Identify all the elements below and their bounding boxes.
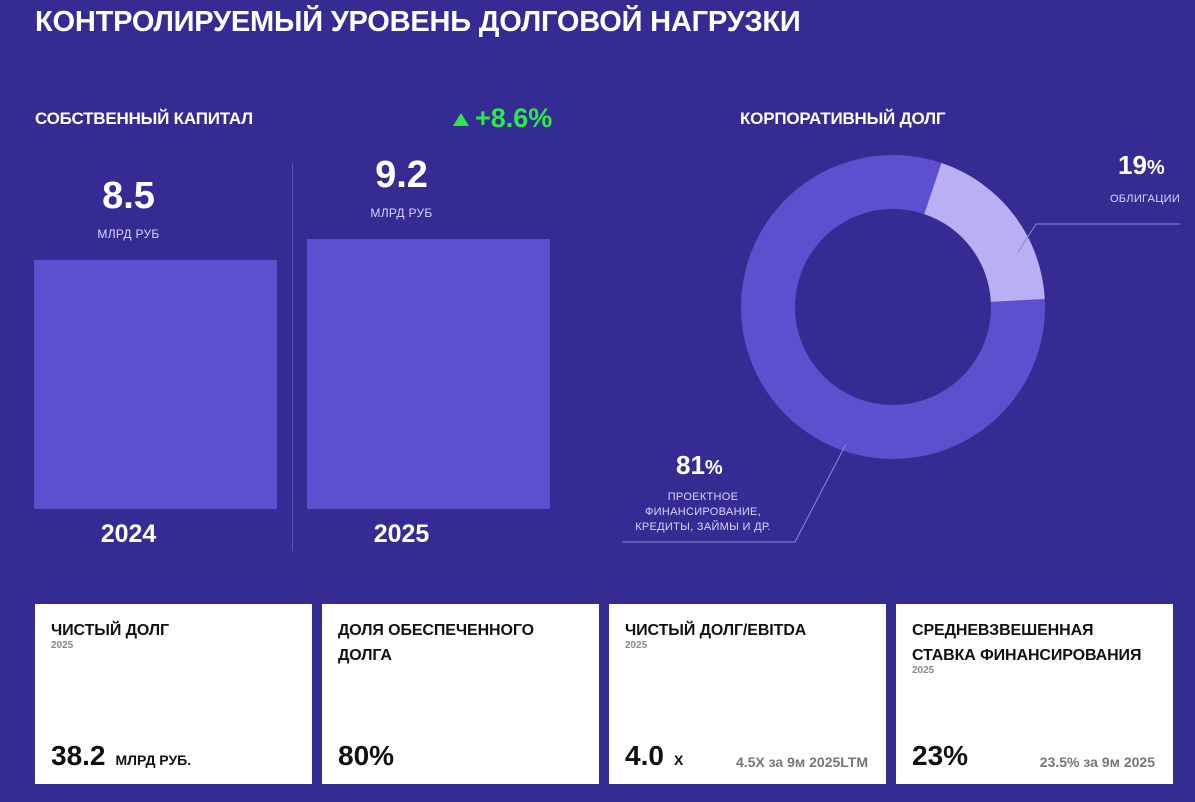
- bar-2024: [34, 260, 277, 509]
- card-aside: 4.5Х за 9м 2025LTM: [735, 754, 868, 770]
- card-year: 2025: [51, 640, 74, 651]
- bonds-label: ОБЛИГАЦИИ: [1109, 193, 1181, 205]
- card-title-line2: СТАВКА ФИНАНСИРОВАНИЯ: [912, 647, 1142, 664]
- page-title: КОНТРОЛИРУЕМЫЙ УРОВЕНЬ ДОЛГОВОЙ НАГРУЗКИ: [35, 6, 801, 38]
- card-title: ЧИСТЫЙ ДОЛГ: [51, 622, 169, 639]
- up-triangle-icon: [453, 113, 469, 126]
- card-net-debt: ЧИСТЫЙ ДОЛГ 2025 38.2 МЛРД РУБ.: [35, 604, 312, 784]
- bar-unit-2024: МЛРД РУБ: [97, 227, 160, 241]
- bar-unit-2025: МЛРД РУБ: [370, 206, 433, 220]
- card-weighted-rate: СРЕДНЕВЗВЕШЕННАЯ СТАВКА ФИНАНСИРОВАНИЯ 2…: [896, 604, 1173, 784]
- equity-label: СОБСТВЕННЫЙ КАПИТАЛ: [35, 109, 253, 128]
- card-value: 80%: [338, 740, 395, 771]
- bar-2025: [307, 239, 550, 509]
- bar-value-2025: 9.2: [375, 154, 428, 196]
- donut-chart: [622, 155, 1180, 543]
- growth-indicator: +8.6%: [453, 103, 552, 134]
- donut-segment-loans: [741, 155, 1045, 459]
- bar-year-2025: 2025: [373, 520, 430, 548]
- bar-value-2024: 8.5: [102, 175, 155, 217]
- card-aside: 23.5% за 9м 2025: [1039, 754, 1155, 770]
- loans-pct: 81%: [676, 450, 723, 480]
- bar-year-2024: 2024: [100, 520, 157, 548]
- card-title: СРЕДНЕВЗВЕШЕННАЯ: [912, 622, 1094, 639]
- bonds-pct: 19%: [1118, 150, 1165, 180]
- card-value: 38.2 МЛРД РУБ.: [51, 740, 192, 771]
- bar-divider: [292, 163, 293, 551]
- card-year: 2025: [912, 665, 935, 676]
- leader-line-bonds: [1017, 223, 1180, 253]
- donut-segment-bonds: [924, 162, 1045, 302]
- card-title: ДОЛЯ ОБЕСПЕЧЕННОГО: [338, 622, 534, 639]
- leader-line-loans: [622, 443, 847, 543]
- card-title: ЧИСТЫЙ ДОЛГ/EBITDA: [625, 622, 807, 639]
- card-secured-debt: ДОЛЯ ОБЕСПЕЧЕННОГО ДОЛГА 80%: [322, 604, 599, 784]
- card-value: 4.0 Х: [625, 740, 684, 771]
- growth-value: +8.6%: [475, 103, 553, 133]
- debt-label: КОРПОРАТИВНЫЙ ДОЛГ: [740, 109, 946, 128]
- card-value: 23%: [912, 740, 969, 771]
- card-title-line2: ДОЛГА: [338, 647, 392, 664]
- card-net-debt-ebitda: ЧИСТЫЙ ДОЛГ/EBITDA 2025 4.0 Х 4.5Х за 9м …: [609, 604, 886, 784]
- card-year: 2025: [625, 640, 648, 651]
- loans-label: ПРОЕКТНОЕ ФИНАНСИРОВАНИЕ, КРЕДИТЫ, ЗАЙМЫ…: [635, 491, 771, 533]
